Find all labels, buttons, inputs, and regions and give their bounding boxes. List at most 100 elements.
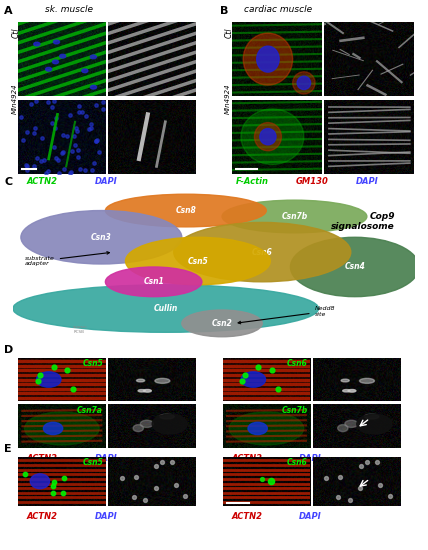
Point <box>34 377 41 386</box>
Ellipse shape <box>293 72 315 94</box>
Point <box>95 147 102 156</box>
Point <box>93 101 100 109</box>
Ellipse shape <box>24 412 99 445</box>
Point <box>364 458 371 466</box>
Text: cardiac muscle: cardiac muscle <box>244 6 312 14</box>
Ellipse shape <box>243 33 293 85</box>
Ellipse shape <box>364 414 379 419</box>
Point <box>59 147 66 156</box>
Point <box>49 488 56 497</box>
Ellipse shape <box>160 414 174 419</box>
Ellipse shape <box>140 420 153 427</box>
Point <box>55 156 62 164</box>
Point <box>86 124 93 133</box>
Point <box>82 166 89 174</box>
Text: Csn6: Csn6 <box>287 458 308 467</box>
Point <box>32 96 39 105</box>
Point <box>70 132 77 141</box>
Text: DAPI: DAPI <box>299 454 322 463</box>
Point <box>71 140 78 149</box>
Point <box>357 461 364 470</box>
Text: ACTN2: ACTN2 <box>27 177 58 186</box>
Point <box>23 161 30 170</box>
Point <box>58 148 65 157</box>
Ellipse shape <box>43 422 63 435</box>
Text: D: D <box>4 345 14 355</box>
Point <box>45 166 52 175</box>
Point <box>50 363 57 372</box>
Point <box>142 496 149 505</box>
Point <box>153 461 160 470</box>
Point <box>19 136 26 145</box>
Point <box>337 473 344 482</box>
Ellipse shape <box>341 379 349 382</box>
Point <box>92 136 99 145</box>
Text: Csn8: Csn8 <box>175 206 196 215</box>
Point <box>50 97 57 106</box>
Point <box>60 165 67 174</box>
Ellipse shape <box>241 109 304 164</box>
Ellipse shape <box>260 129 276 145</box>
Point <box>377 481 383 490</box>
Point <box>39 133 45 142</box>
Text: GM130: GM130 <box>296 177 329 186</box>
Point <box>38 157 45 166</box>
Point <box>386 492 393 500</box>
Ellipse shape <box>143 389 152 392</box>
Text: Csn3: Csn3 <box>91 233 112 242</box>
Text: Ctl: Ctl <box>12 28 21 38</box>
Ellipse shape <box>137 379 145 382</box>
Point <box>93 135 100 144</box>
Point <box>75 102 82 111</box>
Ellipse shape <box>152 414 187 434</box>
Point <box>241 370 248 379</box>
Text: Cop9
signalosome: Cop9 signalosome <box>331 212 395 232</box>
Ellipse shape <box>248 422 268 435</box>
Point <box>182 492 189 500</box>
Ellipse shape <box>229 412 304 445</box>
Point <box>52 124 59 133</box>
Point <box>172 481 179 490</box>
Ellipse shape <box>133 425 143 432</box>
Ellipse shape <box>54 40 59 44</box>
Point <box>357 483 363 492</box>
Point <box>24 161 31 170</box>
Ellipse shape <box>138 389 146 392</box>
Point <box>60 130 67 139</box>
Point <box>48 102 55 111</box>
Ellipse shape <box>90 55 96 59</box>
Point <box>269 366 276 375</box>
Point <box>42 168 49 177</box>
Text: C: C <box>4 177 12 187</box>
Ellipse shape <box>338 425 348 432</box>
Point <box>21 470 28 479</box>
Ellipse shape <box>105 267 202 296</box>
Point <box>75 108 82 117</box>
Ellipse shape <box>343 389 350 392</box>
Ellipse shape <box>254 123 281 151</box>
Ellipse shape <box>36 372 61 387</box>
Text: substrate
adapter: substrate adapter <box>25 252 110 266</box>
Point <box>59 488 66 497</box>
Point <box>83 111 89 120</box>
Point <box>99 98 106 107</box>
Point <box>66 111 73 119</box>
Text: DAPI: DAPI <box>95 454 117 463</box>
Point <box>87 124 94 133</box>
Point <box>335 492 342 501</box>
Point <box>100 105 107 114</box>
Text: ACTN2: ACTN2 <box>27 454 58 463</box>
Point <box>32 124 39 133</box>
Point <box>268 477 274 486</box>
Point <box>89 166 96 174</box>
Point <box>259 474 265 483</box>
Point <box>118 474 125 482</box>
Ellipse shape <box>34 42 40 46</box>
Text: Csn5: Csn5 <box>82 458 103 467</box>
Text: DAPI: DAPI <box>95 177 117 186</box>
Point <box>130 492 137 501</box>
Point <box>76 164 83 173</box>
Text: Nedd8
site: Nedd8 site <box>238 306 335 324</box>
Ellipse shape <box>105 194 266 227</box>
Point <box>28 100 35 108</box>
